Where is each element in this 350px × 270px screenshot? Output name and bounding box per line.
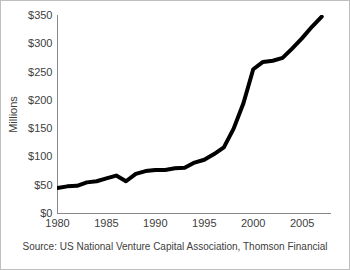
svg-text:1990: 1990: [143, 217, 167, 229]
svg-text:$50: $50: [34, 179, 52, 191]
svg-text:1980: 1980: [45, 217, 69, 229]
html-text:Source: US National Venture Ca: Source: US National Venture Capital Asso…: [22, 241, 328, 252]
svg-text:$300: $300: [28, 37, 52, 49]
svg-text:$200: $200: [28, 94, 52, 106]
svg-text:2000: 2000: [241, 217, 265, 229]
svg-text:Millions: Millions: [7, 96, 19, 133]
svg-text:$0: $0: [40, 207, 53, 219]
svg-text:$150: $150: [28, 122, 52, 134]
svg-text:$250: $250: [28, 66, 52, 78]
svg-text:1995: 1995: [192, 217, 216, 229]
svg-text:2005: 2005: [290, 217, 314, 229]
svg-text:$100: $100: [28, 150, 52, 162]
svg-text:1985: 1985: [94, 217, 118, 229]
svg-text:$350: $350: [28, 9, 52, 21]
